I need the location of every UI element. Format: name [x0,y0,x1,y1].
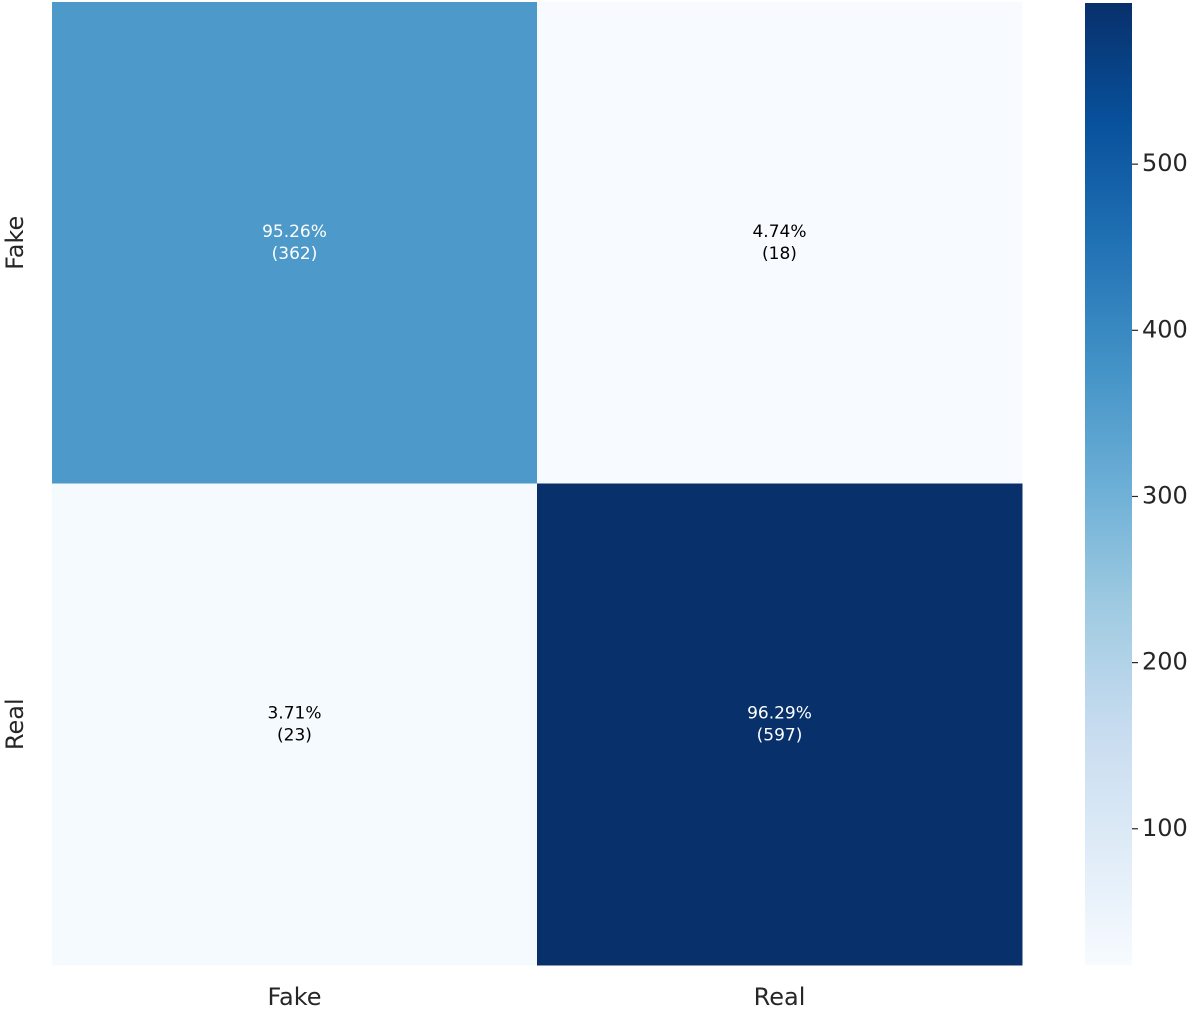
cell-label: (23) [277,725,312,745]
y-tick-label: Fake [1,216,29,270]
colorbar-tick-label: 400 [1142,315,1188,343]
cell-label: 4.74% [752,222,806,242]
colorbar-tick-label: 100 [1142,814,1188,842]
colorbar-tick-label: 500 [1142,149,1188,177]
x-tick-label: Fake [267,983,321,1011]
cell-label: 95.26% [262,222,327,242]
colorbar-tick-label: 300 [1142,481,1188,509]
heatmap-cell [52,2,538,484]
cell-label: (362) [272,244,318,264]
cell-label: 96.29% [747,703,812,723]
heatmap-cell [537,483,1023,966]
y-tick-label: Real [1,698,29,750]
cell-label: (18) [762,244,797,264]
cell-label: 3.71% [267,703,321,723]
heatmap-cell [537,2,1023,484]
colorbar-tick-label: 200 [1142,648,1188,676]
x-tick-label: Real [754,983,806,1011]
cell-label: (597) [757,725,803,745]
heatmap-cell [52,483,538,966]
colorbar [1085,3,1132,965]
